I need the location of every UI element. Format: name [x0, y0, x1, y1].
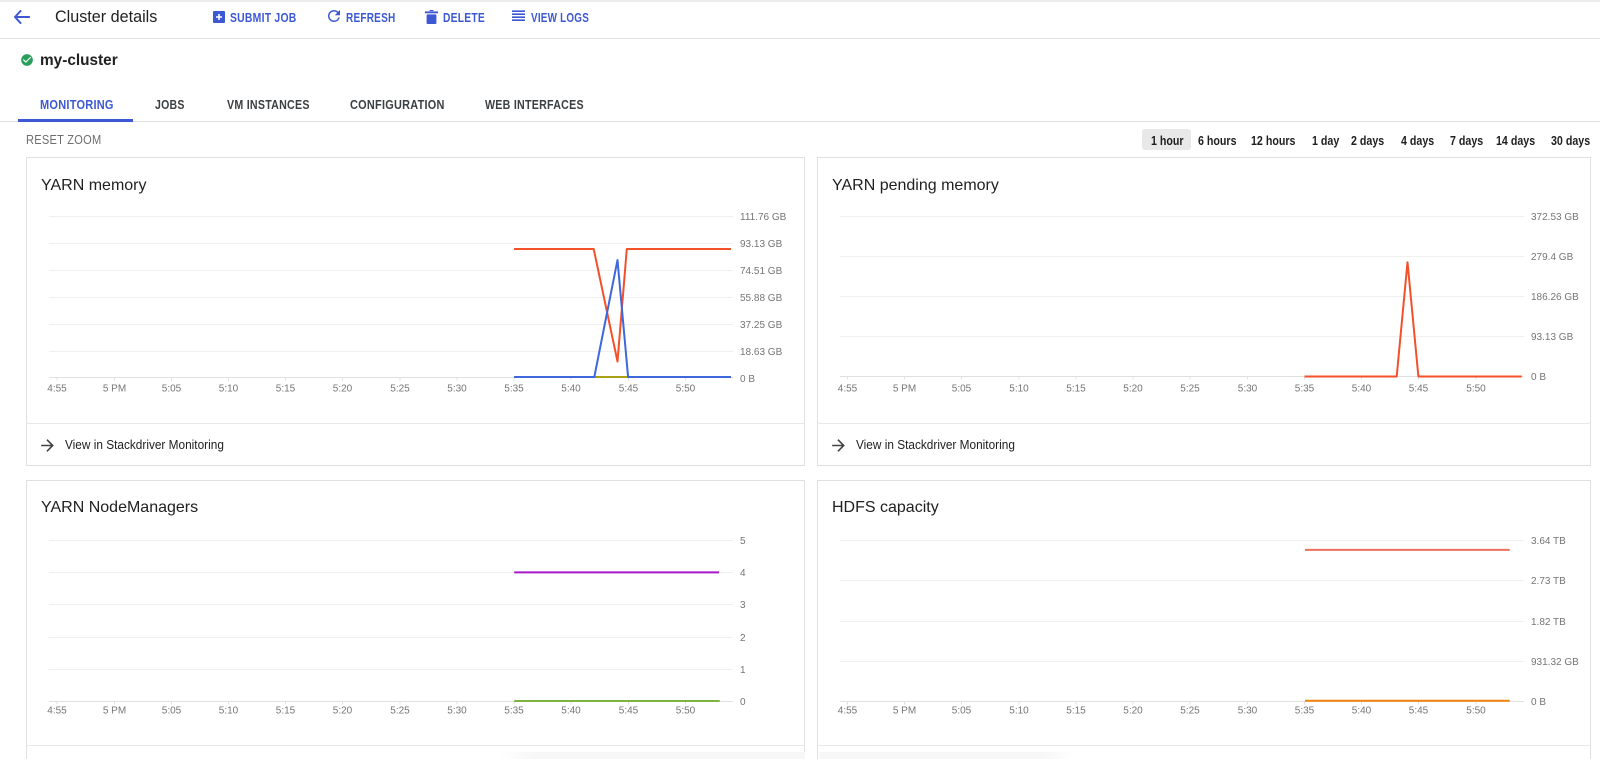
svg-text:111.76 GB: 111.76 GB [740, 212, 787, 223]
svg-text:5:05: 5:05 [952, 384, 972, 395]
svg-text:5:15: 5:15 [1066, 384, 1086, 395]
svg-text:93.13 GB: 93.13 GB [740, 239, 783, 250]
svg-text:74.51 GB: 74.51 GB [740, 266, 783, 277]
svg-text:5:25: 5:25 [390, 706, 410, 717]
svg-text:4: 4 [740, 568, 746, 579]
svg-text:5:45: 5:45 [1409, 384, 1429, 395]
svg-text:5 PM: 5 PM [103, 384, 126, 395]
svg-text:18.63 GB: 18.63 GB [740, 347, 783, 358]
svg-text:1: 1 [740, 665, 746, 676]
svg-text:5:40: 5:40 [561, 706, 581, 717]
svg-text:5:10: 5:10 [219, 706, 239, 717]
svg-text:93.13 GB: 93.13 GB [1531, 332, 1574, 343]
svg-text:0 B: 0 B [1531, 697, 1546, 708]
svg-text:5:10: 5:10 [219, 384, 239, 395]
svg-text:2: 2 [740, 633, 746, 644]
svg-text:372.53 GB: 372.53 GB [1531, 212, 1579, 223]
svg-text:5:45: 5:45 [619, 706, 639, 717]
svg-text:0 B: 0 B [740, 374, 755, 385]
svg-text:5:45: 5:45 [619, 384, 639, 395]
svg-text:5:35: 5:35 [504, 706, 524, 717]
svg-text:5:25: 5:25 [1180, 384, 1200, 395]
svg-text:5:30: 5:30 [1238, 384, 1258, 395]
svg-text:0: 0 [740, 697, 746, 708]
svg-text:5:50: 5:50 [676, 384, 696, 395]
svg-text:5 PM: 5 PM [893, 706, 916, 717]
svg-text:5:35: 5:35 [504, 384, 524, 395]
svg-text:5:50: 5:50 [1466, 706, 1486, 717]
svg-text:5:15: 5:15 [1066, 706, 1086, 717]
svg-text:279.4 GB: 279.4 GB [1531, 252, 1574, 263]
svg-text:5:40: 5:40 [1352, 384, 1372, 395]
svg-text:5:50: 5:50 [676, 706, 696, 717]
svg-text:2.73 TB: 2.73 TB [1531, 576, 1566, 587]
svg-text:5:25: 5:25 [390, 384, 410, 395]
svg-text:4:55: 4:55 [838, 384, 858, 395]
svg-text:1.82 TB: 1.82 TB [1531, 617, 1566, 628]
svg-text:5:50: 5:50 [1466, 384, 1486, 395]
svg-text:5:20: 5:20 [1123, 706, 1143, 717]
svg-text:5:20: 5:20 [1123, 384, 1143, 395]
svg-text:5:35: 5:35 [1295, 706, 1315, 717]
svg-text:5:40: 5:40 [561, 384, 581, 395]
svg-text:5:20: 5:20 [333, 706, 353, 717]
svg-text:5:40: 5:40 [1352, 706, 1372, 717]
svg-text:186.26 GB: 186.26 GB [1531, 292, 1579, 303]
svg-text:3: 3 [740, 600, 746, 611]
svg-text:4:55: 4:55 [47, 384, 67, 395]
svg-text:4:55: 4:55 [838, 706, 858, 717]
svg-text:55.88 GB: 55.88 GB [740, 293, 783, 304]
svg-text:5:25: 5:25 [1180, 706, 1200, 717]
svg-text:5 PM: 5 PM [893, 384, 916, 395]
svg-text:5:15: 5:15 [276, 384, 296, 395]
svg-text:5:30: 5:30 [1238, 706, 1258, 717]
svg-text:5:45: 5:45 [1409, 706, 1429, 717]
svg-text:5:15: 5:15 [276, 706, 296, 717]
svg-text:5:30: 5:30 [447, 706, 467, 717]
svg-text:4:55: 4:55 [47, 706, 67, 717]
svg-text:5:10: 5:10 [1009, 706, 1029, 717]
svg-text:37.25 GB: 37.25 GB [740, 320, 783, 331]
svg-text:5:20: 5:20 [333, 384, 353, 395]
svg-text:5:05: 5:05 [952, 706, 972, 717]
svg-text:5 PM: 5 PM [103, 706, 126, 717]
svg-text:5:05: 5:05 [162, 706, 182, 717]
svg-text:3.64 TB: 3.64 TB [1531, 536, 1566, 547]
svg-text:0 B: 0 B [1531, 372, 1546, 383]
svg-text:5:05: 5:05 [162, 384, 182, 395]
svg-text:5:10: 5:10 [1009, 384, 1029, 395]
svg-text:5: 5 [740, 536, 746, 547]
svg-text:5:35: 5:35 [1295, 384, 1315, 395]
svg-text:5:30: 5:30 [447, 384, 467, 395]
svg-text:931.32 GB: 931.32 GB [1531, 657, 1579, 668]
